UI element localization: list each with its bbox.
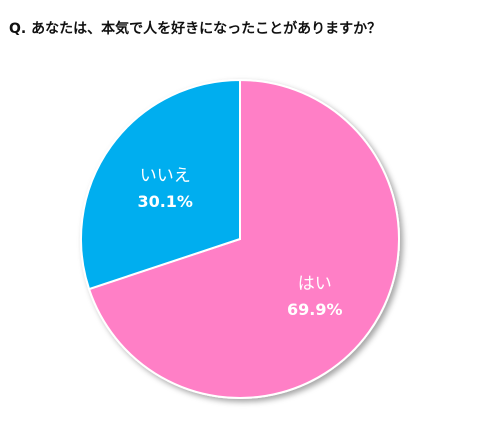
- slice-value-1: 30.1%: [137, 192, 193, 211]
- pie-slice-0: [87, 78, 400, 399]
- pie-slices: [80, 78, 400, 399]
- slice-label-1: いいえ: [140, 166, 191, 186]
- pie-labels: はい 69.9% いいえ 30.1%: [137, 166, 342, 319]
- chart-title: Q. あなたは、本気で人を好きになったことがありますか？: [9, 21, 382, 37]
- slice-label-0: はい: [298, 274, 332, 294]
- pie-slice-1: [80, 78, 241, 291]
- slice-value-0: 69.9%: [287, 300, 343, 319]
